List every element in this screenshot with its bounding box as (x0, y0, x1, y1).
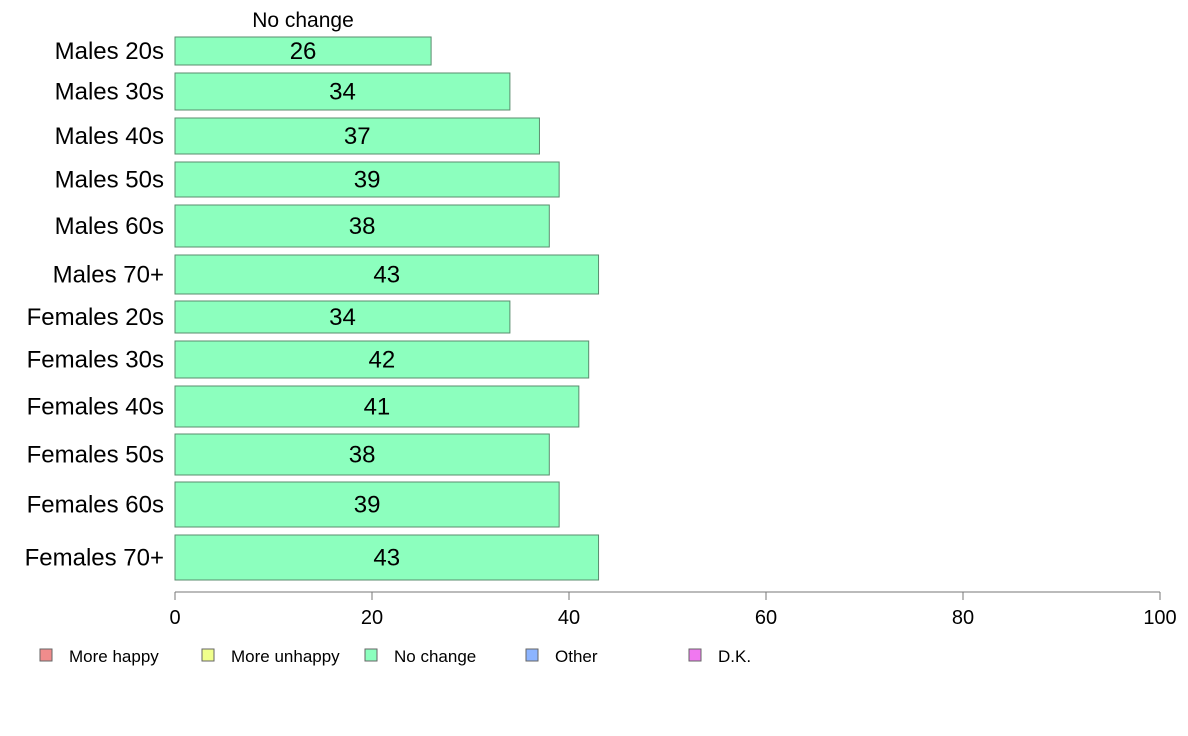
bar (174, 36, 432, 66)
bar (174, 254, 600, 295)
legend-label: Other (555, 647, 598, 666)
category-label: Females 60s (27, 492, 164, 519)
legend-swatch (525, 648, 539, 662)
data-label: 38 (349, 442, 376, 469)
x-axis: 0 20 40 60 80 100 (169, 591, 1177, 629)
legend-label: More happy (69, 647, 159, 666)
legend-swatch (201, 648, 215, 662)
bar (174, 161, 560, 198)
category-label: Females 30s (27, 347, 164, 374)
category-label: Females 40s (27, 394, 164, 421)
data-label: 37 (344, 123, 371, 150)
x-tick-label: 20 (361, 607, 383, 629)
legend-label: More unhappy (231, 647, 340, 666)
category-label: Males 20s (55, 38, 164, 65)
bars-group: Males 20s 26 Males 30s 34 Males 40s 37 Males 5… (25, 36, 600, 581)
x-tick-label: 100 (1143, 607, 1176, 629)
data-label: 39 (354, 167, 381, 194)
bar (174, 433, 550, 476)
bar (174, 204, 550, 248)
legend: More happy More unhappy No change Other D.K. (39, 647, 751, 666)
category-label: Males 30s (55, 79, 164, 106)
bar (174, 340, 590, 379)
series-title: No change (252, 9, 354, 32)
x-tick-label: 0 (169, 607, 180, 629)
data-label: 43 (373, 262, 400, 289)
data-label: 42 (368, 347, 395, 374)
bar (174, 300, 511, 334)
bar (174, 72, 511, 111)
category-label: Females 20s (27, 304, 164, 331)
bar (174, 117, 540, 155)
category-label: Males 60s (55, 213, 164, 240)
data-label: 34 (329, 304, 356, 331)
legend-swatch (364, 648, 378, 662)
bar (174, 481, 560, 528)
legend-label: No change (394, 647, 476, 666)
category-label: Males 50s (55, 167, 164, 194)
data-label: 26 (290, 38, 317, 65)
category-label: Females 70+ (25, 545, 164, 572)
data-label: 34 (329, 79, 356, 106)
bar (174, 534, 600, 581)
x-tick-label: 40 (558, 607, 580, 629)
data-label: 39 (354, 492, 381, 519)
x-tick-label: 60 (755, 607, 777, 629)
category-label: Males 70+ (53, 262, 164, 289)
legend-swatch (39, 648, 53, 662)
category-label: Males 40s (55, 123, 164, 150)
category-label: Females 50s (27, 442, 164, 469)
data-label: 41 (364, 394, 391, 421)
data-label: 38 (349, 213, 376, 240)
legend-label: D.K. (718, 647, 751, 666)
bar (174, 385, 580, 428)
legend-swatch (688, 648, 702, 662)
x-tick-label: 80 (952, 607, 974, 629)
data-label: 43 (373, 545, 400, 572)
